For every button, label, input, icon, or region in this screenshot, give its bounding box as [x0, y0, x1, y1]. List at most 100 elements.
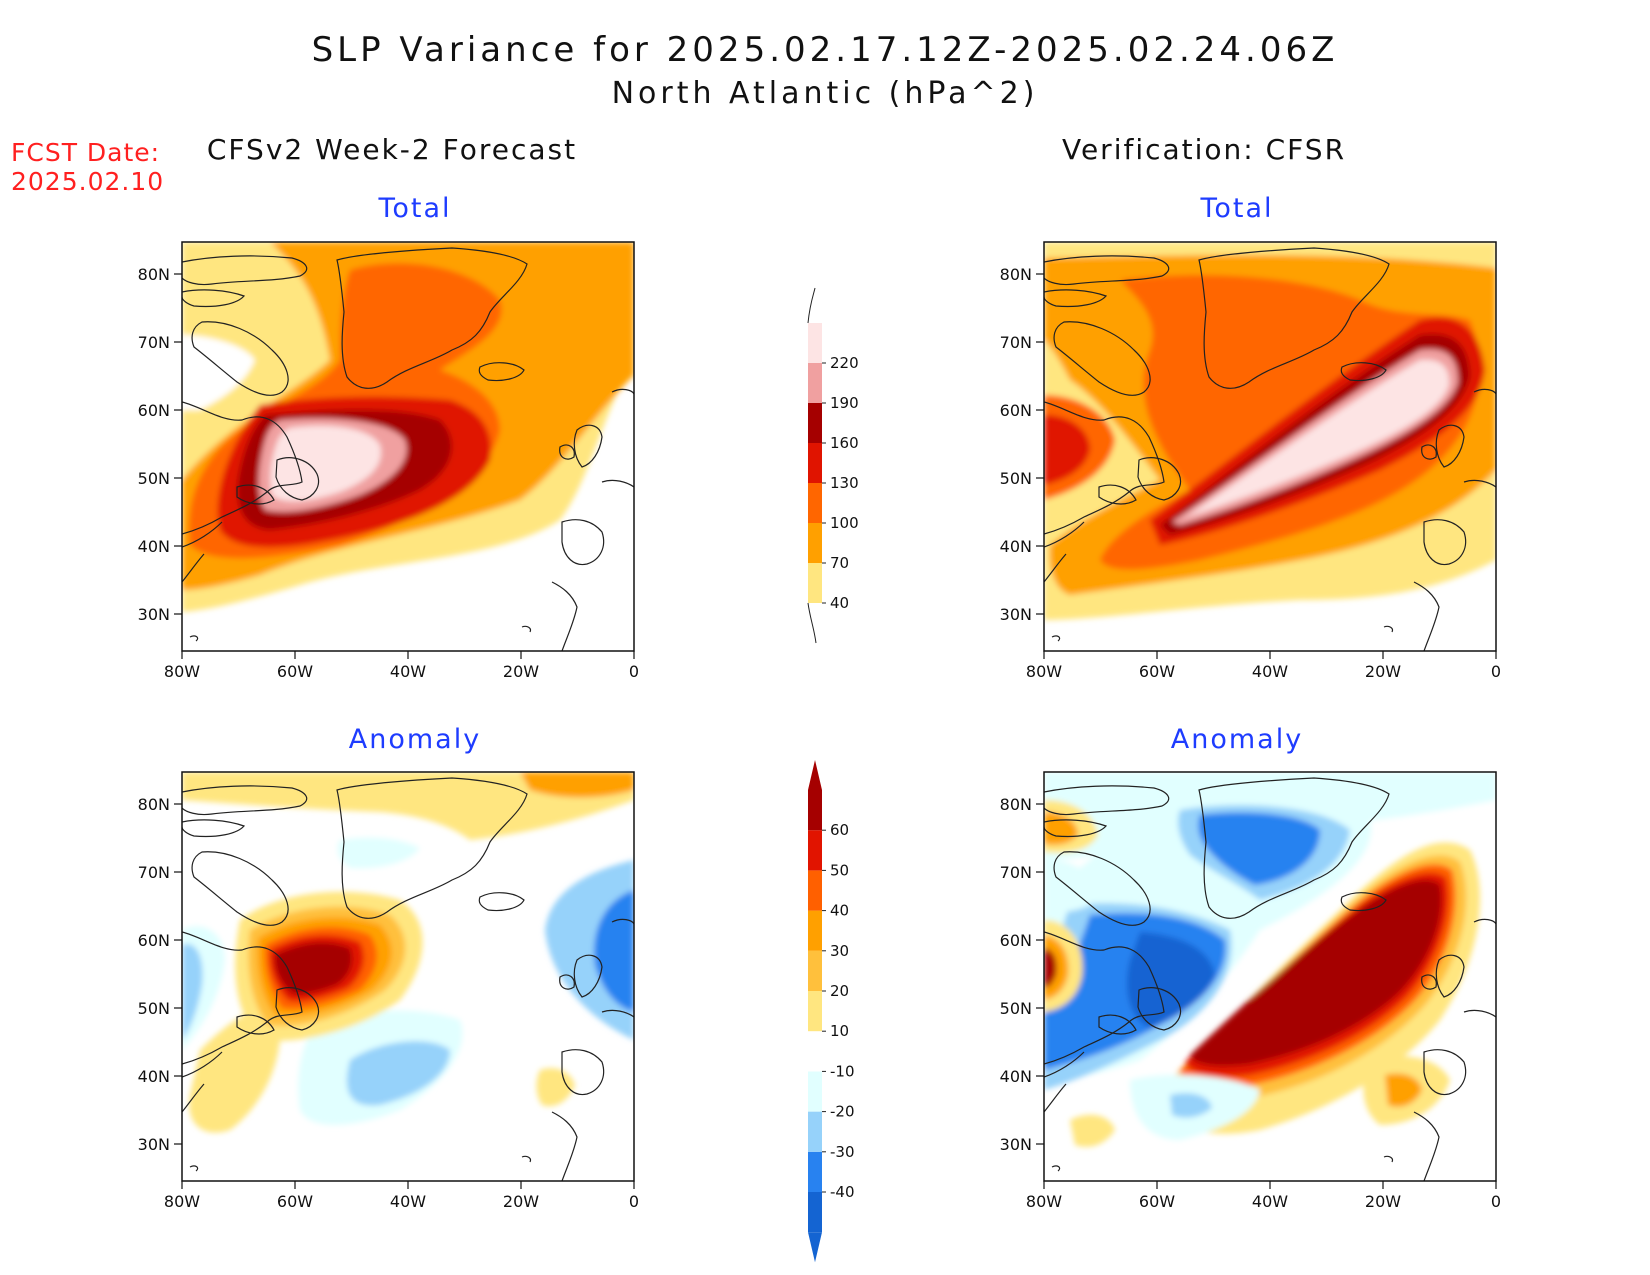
colorbar-swatch — [808, 443, 822, 483]
colorbar-swatch — [808, 563, 822, 603]
lat-tick-label: 70N — [138, 863, 170, 882]
colorbar-label: 40 — [830, 594, 849, 612]
right-column-heading: Verification: CFSR — [1061, 133, 1347, 166]
colorbar-swatch — [808, 323, 822, 363]
lat-tick-label: 70N — [1000, 863, 1032, 882]
chart-title: SLP Variance for 2025.02.17.12Z-2025.02.… — [311, 30, 1339, 70]
lon-tick-label: 20W — [1365, 1192, 1401, 1211]
colorbar-label: 100 — [830, 514, 859, 532]
lon-tick-label: 40W — [390, 662, 426, 681]
panel-title-verification-anomaly: Anomaly — [1170, 724, 1304, 755]
colorbar-label: 30 — [830, 942, 849, 960]
lon-tick-label: 0 — [629, 1192, 639, 1211]
lat-tick-label: 50N — [1000, 469, 1032, 488]
colorbar-swatch — [808, 950, 822, 991]
panel-title-forecast-total: Total — [378, 193, 452, 224]
colorbar-swatch — [808, 1151, 822, 1192]
lon-tick-label: 80W — [1026, 662, 1062, 681]
colorbar-swatch — [808, 790, 822, 831]
colorbar-bottom-arrow — [807, 602, 817, 644]
lat-tick-label: 40N — [1000, 1067, 1032, 1086]
colorbar-label: 190 — [830, 394, 859, 412]
lat-tick-label: 40N — [138, 537, 170, 556]
colorbar-swatch — [808, 991, 822, 1032]
map-verification-total — [1044, 242, 1496, 651]
colorbar-swatch — [808, 1071, 822, 1112]
lon-tick-label: 60W — [277, 662, 313, 681]
lon-tick-label: 40W — [1252, 1192, 1288, 1211]
lat-tick-label: 30N — [138, 605, 170, 624]
lat-tick-label: 50N — [138, 999, 170, 1018]
colorbar-swatch — [808, 403, 822, 443]
lon-tick-label: 20W — [503, 1192, 539, 1211]
colorbar-swatch — [808, 1192, 822, 1233]
map-forecast-total — [182, 242, 634, 651]
colorbar-label: -20 — [830, 1103, 855, 1121]
colorbar-label: 70 — [830, 554, 849, 572]
lat-tick-label: 60N — [1000, 931, 1032, 950]
colorbar-swatch — [808, 483, 822, 523]
lat-tick-label: 50N — [1000, 999, 1032, 1018]
lat-tick-label: 80N — [1000, 265, 1032, 284]
colorbar-swatch — [808, 830, 822, 871]
lon-tick-label: 80W — [164, 662, 200, 681]
colorbar-label: 60 — [830, 821, 849, 839]
lat-tick-label: 40N — [1000, 537, 1032, 556]
lon-tick-label: 40W — [390, 1192, 426, 1211]
colorbar-total: 40 70 100 130 160 190 220 — [807, 287, 859, 644]
lat-tick-label: 30N — [1000, 605, 1032, 624]
colorbar-label: -40 — [830, 1183, 855, 1201]
colorbar-label: 20 — [830, 982, 849, 1000]
colorbar-label: 50 — [830, 861, 849, 879]
lat-tick-label: 40N — [138, 1067, 170, 1086]
colorbar-swatch — [808, 363, 822, 403]
lon-tick-label: 40W — [1252, 662, 1288, 681]
left-column-heading: CFSv2 Week-2 Forecast — [206, 133, 578, 166]
lon-tick-label: 0 — [1491, 662, 1501, 681]
lat-tick-label: 60N — [1000, 401, 1032, 420]
map-forecast-anomaly — [182, 772, 634, 1181]
lon-tick-label: 0 — [1491, 1192, 1501, 1211]
colorbar-swatch — [808, 1111, 822, 1152]
lat-tick-label: 60N — [138, 931, 170, 950]
lon-tick-label: 80W — [164, 1192, 200, 1211]
forecast-date-label: FCST Date: — [11, 138, 161, 167]
colorbar-bottom-arrow — [808, 1232, 822, 1263]
lat-tick-label: 30N — [1000, 1135, 1032, 1154]
colorbar-label: 160 — [830, 434, 859, 452]
lon-tick-label: 0 — [629, 662, 639, 681]
colorbar-anomaly: -40 -30 -20 -10 10 20 30 40 50 60 — [808, 760, 855, 1263]
panel-title-verification-total: Total — [1200, 193, 1274, 224]
lon-tick-label: 80W — [1026, 1192, 1062, 1211]
colorbar-label: 220 — [830, 354, 859, 372]
colorbar-top-arrow — [808, 760, 822, 790]
colorbar-swatch — [808, 1031, 822, 1072]
lat-tick-label: 80N — [138, 795, 170, 814]
lat-tick-label: 80N — [138, 265, 170, 284]
colorbar-label: -30 — [830, 1143, 855, 1161]
lat-tick-label: 80N — [1000, 795, 1032, 814]
lon-tick-label: 20W — [1365, 662, 1401, 681]
map-verification-anomaly — [1044, 772, 1496, 1181]
lat-tick-label: 50N — [138, 469, 170, 488]
colorbar-top-arrow — [807, 287, 816, 324]
lat-tick-label: 70N — [1000, 333, 1032, 352]
colorbar-label: 130 — [830, 474, 859, 492]
lon-tick-label: 60W — [1139, 1192, 1175, 1211]
colorbar-label: -10 — [830, 1062, 855, 1080]
lat-tick-label: 60N — [138, 401, 170, 420]
colorbar-swatch — [808, 910, 822, 951]
forecast-date-value: 2025.02.10 — [11, 167, 165, 196]
chart-subtitle: North Atlantic (hPa^2) — [611, 76, 1039, 111]
lon-tick-label: 60W — [277, 1192, 313, 1211]
lon-tick-label: 20W — [503, 662, 539, 681]
colorbar-label: 10 — [830, 1022, 849, 1040]
colorbar-swatch — [808, 523, 822, 563]
panel-title-forecast-anomaly: Anomaly — [348, 724, 482, 755]
colorbar-swatch — [808, 870, 822, 911]
lat-tick-label: 70N — [138, 333, 170, 352]
lon-tick-label: 60W — [1139, 662, 1175, 681]
lat-tick-label: 30N — [138, 1135, 170, 1154]
colorbar-label: 40 — [830, 902, 849, 920]
